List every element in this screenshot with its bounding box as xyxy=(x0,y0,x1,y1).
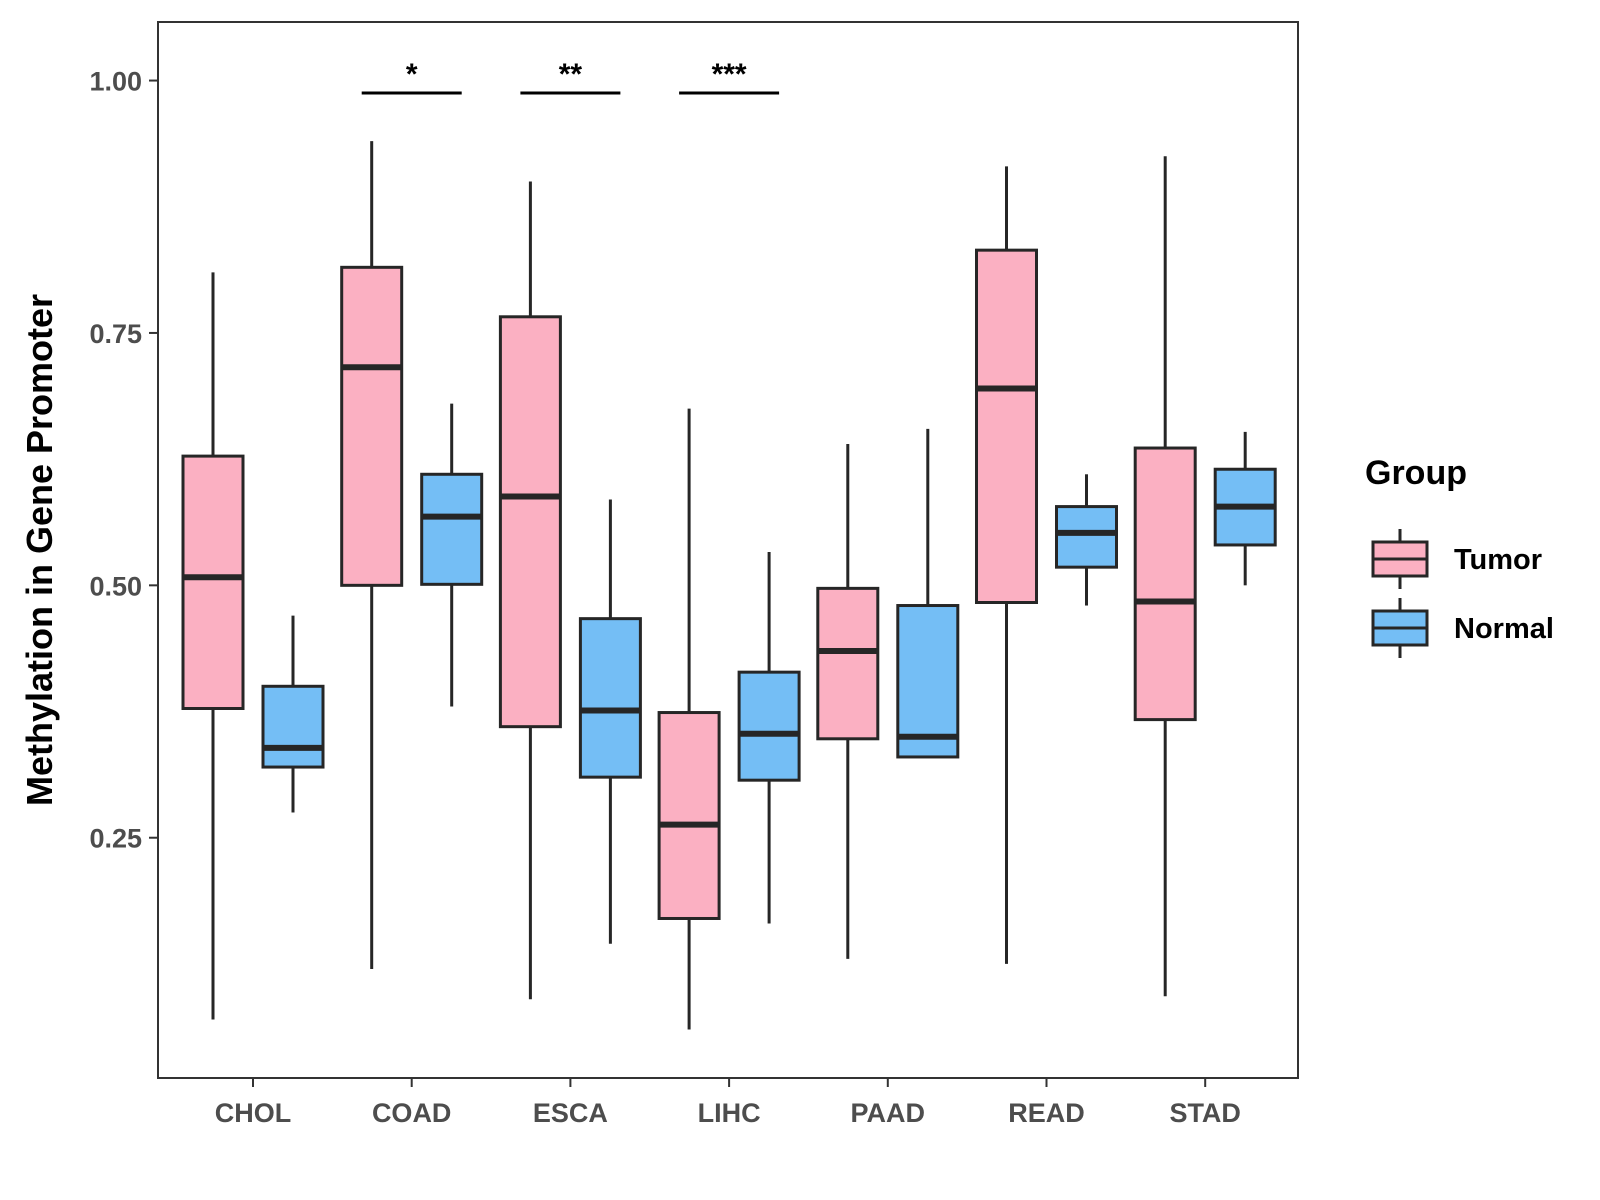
iqr-box xyxy=(1133,446,1197,722)
x-tick-label: READ xyxy=(1008,1098,1085,1128)
tumor-box-paad xyxy=(816,443,880,959)
normal-box-read xyxy=(1055,474,1118,606)
significance-label: ** xyxy=(559,58,583,91)
iqr-box xyxy=(816,586,880,741)
normal-box-esca xyxy=(578,499,642,944)
tumor-box-chol xyxy=(181,272,245,1020)
iqr-box xyxy=(975,248,1038,604)
iqr-box xyxy=(578,617,642,779)
normal-box-chol xyxy=(261,615,325,813)
boxes-layer xyxy=(181,141,1277,1030)
significance-lihc: *** xyxy=(679,58,780,95)
tumor-box-read xyxy=(975,166,1038,964)
y-tick-label: 0.50 xyxy=(89,571,142,601)
tumor-box-esca xyxy=(498,181,562,1000)
x-tick-label: ESCA xyxy=(533,1098,608,1128)
iqr-box xyxy=(737,670,801,782)
y-axis: 0.25 0.50 0.75 1.00 xyxy=(89,67,158,854)
y-tick-label: 0.75 xyxy=(89,319,142,349)
normal-box-stad xyxy=(1213,431,1277,586)
y-axis-title: Methylation in Gene Promoter xyxy=(19,294,60,806)
iqr-box xyxy=(657,711,721,920)
significance-coad: * xyxy=(361,58,462,95)
iqr-box xyxy=(340,265,404,587)
significance-label: * xyxy=(406,58,418,91)
significance-annotations: * ** *** xyxy=(361,58,780,95)
legend-title: Group xyxy=(1365,454,1467,492)
legend-key-tumor xyxy=(1371,529,1429,589)
legend: Group Tumor Normal xyxy=(1365,454,1554,658)
normal-box-paad xyxy=(896,428,960,759)
legend-label-tumor: Tumor xyxy=(1454,544,1542,576)
iqr-box xyxy=(896,604,960,759)
legend-label-normal: Normal xyxy=(1454,613,1554,645)
iqr-box xyxy=(1055,505,1118,569)
x-tick-label: STAD xyxy=(1169,1098,1241,1128)
x-tick-label: CHOL xyxy=(215,1098,292,1128)
y-tick-label: 0.25 xyxy=(89,824,142,854)
plot-panel-border xyxy=(157,21,1299,1079)
iqr-box xyxy=(498,315,562,729)
iqr-box xyxy=(420,472,484,586)
tumor-box-lihc xyxy=(657,408,721,1030)
normal-box-coad xyxy=(420,403,484,707)
significance-esca: ** xyxy=(520,58,621,95)
iqr-box xyxy=(261,684,325,769)
significance-label: *** xyxy=(712,58,747,91)
x-tick-label: PAAD xyxy=(851,1098,926,1128)
tumor-box-stad xyxy=(1133,156,1197,997)
x-tick-label: COAD xyxy=(372,1098,452,1128)
iqr-box xyxy=(181,454,245,711)
x-tick-label: LIHC xyxy=(698,1098,761,1128)
x-axis: CHOL COAD ESCA LIHC PAAD READ STAD xyxy=(215,1078,1241,1128)
legend-key-normal xyxy=(1371,598,1429,658)
tumor-box-coad xyxy=(340,141,404,969)
normal-box-lihc xyxy=(737,552,801,924)
y-tick-label: 1.00 xyxy=(89,67,142,97)
